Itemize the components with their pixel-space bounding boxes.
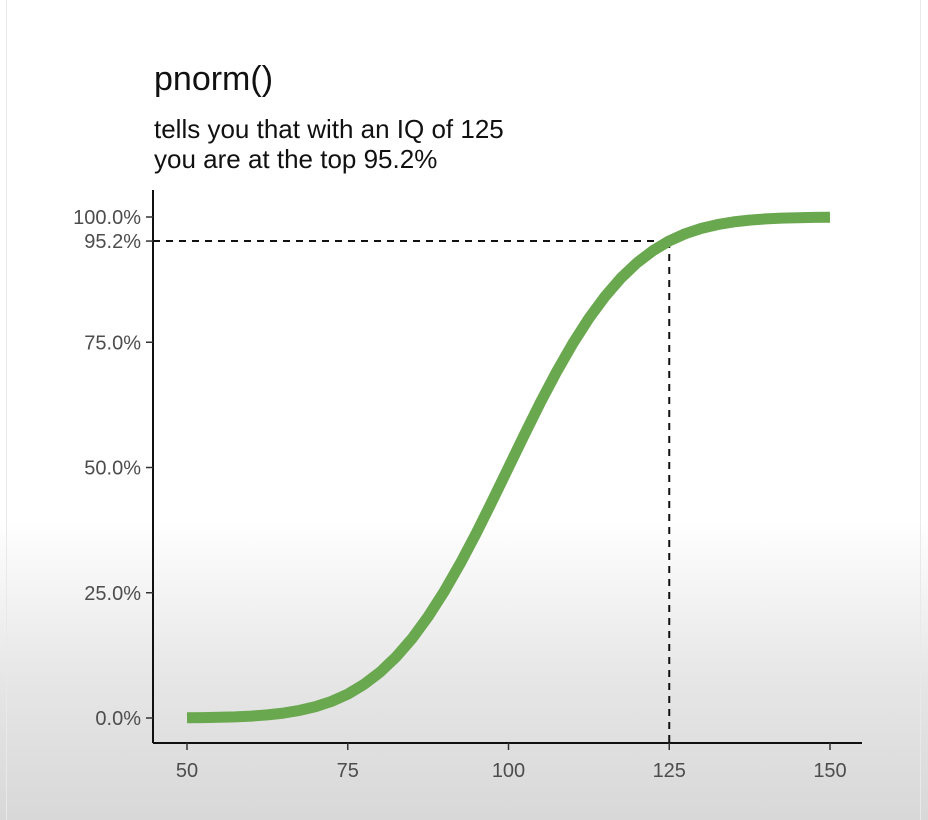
y-tick-label: 100.0%	[73, 207, 141, 229]
series-line	[186, 211, 831, 724]
x-tick-label: 75	[337, 760, 359, 782]
y-tick-label: 75.0%	[84, 332, 141, 354]
x-tick-label: 150	[813, 760, 846, 782]
x-tick-label: 125	[653, 760, 686, 782]
chart-subtitle: tells you that with an IQ of 125 you are…	[154, 114, 504, 174]
y-tick-label: 50.0%	[84, 458, 141, 480]
subtitle-line-1: tells you that with an IQ of 125	[154, 114, 504, 144]
frame-edge-right	[920, 0, 921, 820]
x-tick-label: 100	[492, 760, 525, 782]
x-tick-label: 50	[176, 760, 198, 782]
frame-edge-left	[6, 0, 7, 820]
subtitle-line-2: you are at the top 95.2%	[154, 144, 438, 174]
chart-title: pnorm()	[154, 60, 274, 98]
y-tick-label: 25.0%	[84, 583, 141, 605]
y-tick-label: 95.2%	[84, 231, 141, 253]
y-tick-label: 0.0%	[95, 708, 141, 730]
